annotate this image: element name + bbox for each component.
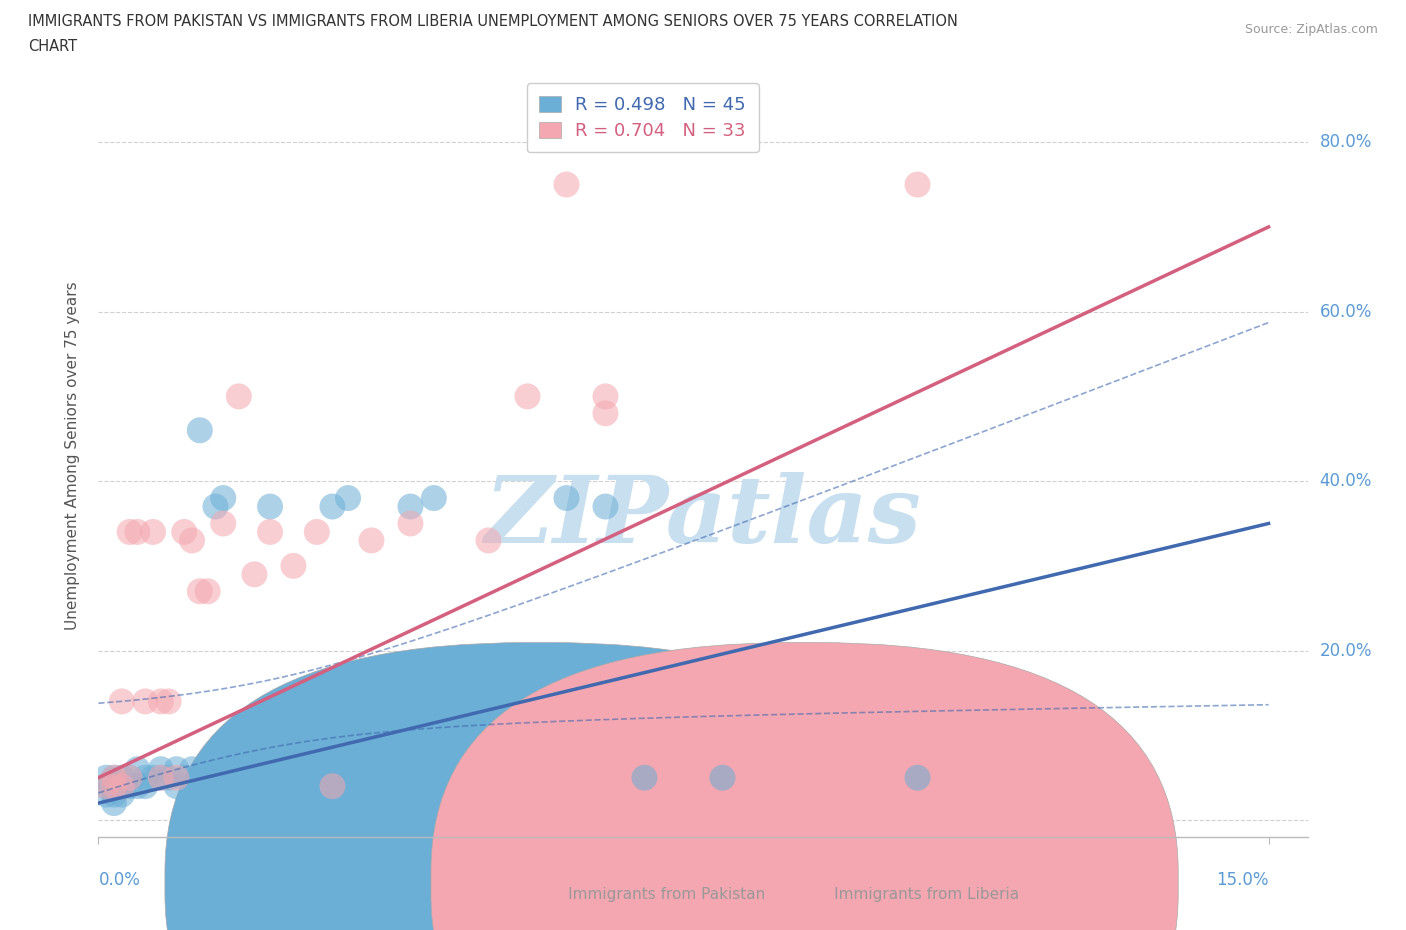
Point [165, 778, 187, 793]
Point [711, 770, 734, 785]
Point [595, 389, 617, 404]
Text: IMMIGRANTS FROM PAKISTAN VS IMMIGRANTS FROM LIBERIA UNEMPLOYMENT AMONG SENIORS O: IMMIGRANTS FROM PAKISTAN VS IMMIGRANTS F… [28, 14, 957, 29]
Point [96, 778, 118, 793]
Point [118, 525, 141, 539]
Point [219, 770, 242, 785]
Point [228, 389, 250, 404]
Point [595, 405, 617, 420]
Text: 80.0%: 80.0% [1320, 133, 1372, 152]
Point [149, 762, 172, 777]
Point [228, 762, 250, 777]
Y-axis label: Unemployment Among Seniors over 75 years: Unemployment Among Seniors over 75 years [65, 282, 80, 630]
Legend: R = 0.498   N = 45, R = 0.704   N = 33: R = 0.498 N = 45, R = 0.704 N = 33 [526, 84, 759, 153]
Point [111, 694, 134, 709]
Text: 20.0%: 20.0% [1320, 642, 1372, 659]
Text: 40.0%: 40.0% [1320, 472, 1372, 490]
Point [111, 770, 134, 785]
Text: 60.0%: 60.0% [1320, 302, 1372, 321]
Point [103, 778, 125, 793]
Point [283, 558, 305, 573]
Point [235, 770, 257, 785]
Point [360, 770, 382, 785]
Point [111, 778, 134, 793]
Point [384, 762, 406, 777]
Point [127, 525, 149, 539]
Point [337, 491, 360, 506]
Point [305, 525, 328, 539]
Point [111, 787, 134, 802]
Point [188, 584, 211, 599]
Point [907, 177, 929, 192]
Point [907, 770, 929, 785]
Point [111, 778, 134, 793]
Point [127, 778, 149, 793]
Point [399, 499, 422, 514]
Point [212, 491, 235, 506]
Point [103, 787, 125, 802]
Point [149, 770, 172, 785]
Point [149, 694, 172, 709]
Point [157, 694, 180, 709]
Point [197, 584, 219, 599]
Point [555, 177, 578, 192]
Text: 0.0%: 0.0% [98, 870, 141, 889]
Point [181, 533, 204, 548]
Point [399, 516, 422, 531]
Point [243, 762, 266, 777]
Point [157, 770, 180, 785]
Point [103, 770, 125, 785]
Point [516, 389, 538, 404]
Point [259, 499, 281, 514]
Point [96, 787, 118, 802]
Point [321, 778, 343, 793]
Point [165, 762, 187, 777]
Point [321, 499, 343, 514]
Point [96, 778, 118, 793]
Point [555, 491, 578, 506]
Text: CHART: CHART [28, 39, 77, 54]
Point [633, 770, 655, 785]
Point [173, 770, 195, 785]
Text: Source: ZipAtlas.com: Source: ZipAtlas.com [1244, 23, 1378, 36]
FancyBboxPatch shape [165, 643, 912, 930]
Text: Immigrants from Pakistan: Immigrants from Pakistan [534, 886, 765, 901]
Point [165, 770, 187, 785]
Point [103, 770, 125, 785]
Text: ZIPatlas: ZIPatlas [485, 472, 921, 562]
Point [243, 567, 266, 582]
Point [118, 770, 141, 785]
Point [118, 778, 141, 793]
Point [103, 778, 125, 793]
FancyBboxPatch shape [432, 643, 1178, 930]
Point [103, 796, 125, 811]
Point [360, 533, 382, 548]
Point [204, 499, 226, 514]
Point [305, 762, 328, 777]
Point [423, 491, 446, 506]
Point [142, 525, 165, 539]
Point [134, 694, 156, 709]
Point [259, 525, 281, 539]
Point [96, 770, 118, 785]
Point [142, 770, 165, 785]
Text: Immigrants from Liberia: Immigrants from Liberia [800, 886, 1019, 901]
Point [173, 525, 195, 539]
Point [134, 778, 156, 793]
Point [149, 770, 172, 785]
Text: 15.0%: 15.0% [1216, 870, 1268, 889]
Point [188, 423, 211, 438]
Point [127, 762, 149, 777]
Point [212, 516, 235, 531]
Point [283, 762, 305, 777]
Point [181, 762, 204, 777]
Point [477, 533, 499, 548]
Point [134, 770, 156, 785]
Point [118, 770, 141, 785]
Point [595, 499, 617, 514]
